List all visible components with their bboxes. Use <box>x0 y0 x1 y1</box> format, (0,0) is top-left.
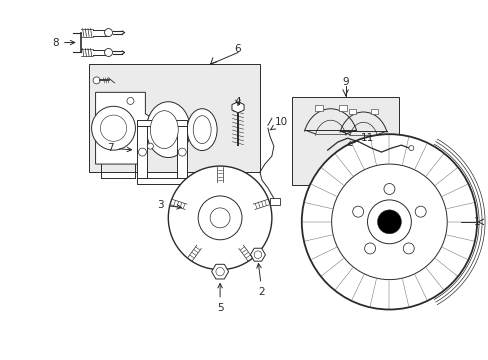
Circle shape <box>352 206 363 217</box>
Circle shape <box>403 243 413 254</box>
Text: 2: 2 <box>256 264 264 297</box>
Bar <box>137 178 187 184</box>
Text: 7: 7 <box>107 143 131 153</box>
Circle shape <box>198 196 242 240</box>
Circle shape <box>210 208 229 228</box>
Ellipse shape <box>193 116 211 144</box>
Bar <box>88 64 260 172</box>
Bar <box>137 120 187 126</box>
Ellipse shape <box>146 102 190 158</box>
Circle shape <box>93 77 100 84</box>
Polygon shape <box>250 248 265 261</box>
Circle shape <box>414 206 426 217</box>
Text: 11: 11 <box>346 133 373 145</box>
Polygon shape <box>231 102 244 113</box>
Polygon shape <box>95 92 157 164</box>
Text: 6: 6 <box>234 44 241 54</box>
Ellipse shape <box>146 106 182 154</box>
Circle shape <box>367 200 410 244</box>
Text: 4: 4 <box>234 97 241 107</box>
Circle shape <box>408 146 413 150</box>
Circle shape <box>127 98 134 104</box>
Circle shape <box>331 164 447 280</box>
Circle shape <box>383 184 394 194</box>
Bar <box>137 126 147 178</box>
Bar <box>370 109 377 114</box>
Bar <box>269 198 279 205</box>
Polygon shape <box>211 264 228 279</box>
Circle shape <box>104 49 112 57</box>
Bar <box>338 105 346 111</box>
Text: 10: 10 <box>270 117 288 130</box>
Text: 8: 8 <box>52 37 75 48</box>
Ellipse shape <box>187 109 217 150</box>
Circle shape <box>377 210 401 234</box>
Circle shape <box>104 28 112 37</box>
Bar <box>348 109 356 114</box>
Text: 9: 9 <box>342 77 348 87</box>
Bar <box>314 105 322 111</box>
Circle shape <box>364 243 375 254</box>
Circle shape <box>147 143 153 149</box>
Ellipse shape <box>150 111 178 149</box>
Circle shape <box>168 166 271 270</box>
Circle shape <box>138 148 146 156</box>
Circle shape <box>91 106 135 150</box>
Text: 1: 1 <box>473 217 479 227</box>
Text: 5: 5 <box>216 283 223 312</box>
Text: 3: 3 <box>157 200 181 210</box>
Circle shape <box>178 148 186 156</box>
Bar <box>291 97 399 185</box>
Bar <box>177 126 187 178</box>
Circle shape <box>301 134 476 310</box>
